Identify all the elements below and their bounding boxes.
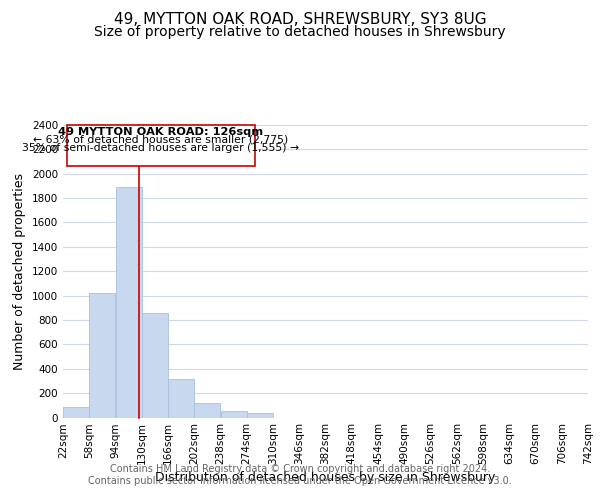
Bar bbox=[116, 187, 142, 418]
Y-axis label: Number of detached properties: Number of detached properties bbox=[13, 173, 26, 370]
Text: Contains public sector information licensed under the Open Government Licence v3: Contains public sector information licen… bbox=[88, 476, 512, 486]
Bar bbox=[194, 404, 220, 417]
Text: ← 63% of detached houses are smaller (2,775): ← 63% of detached houses are smaller (2,… bbox=[33, 134, 289, 145]
Text: 49 MYTTON OAK ROAD: 126sqm: 49 MYTTON OAK ROAD: 126sqm bbox=[58, 128, 263, 138]
Text: 49, MYTTON OAK ROAD, SHREWSBURY, SY3 8UG: 49, MYTTON OAK ROAD, SHREWSBURY, SY3 8UG bbox=[113, 12, 487, 28]
Bar bbox=[221, 412, 247, 418]
Bar bbox=[63, 406, 89, 418]
X-axis label: Distribution of detached houses by size in Shrewsbury: Distribution of detached houses by size … bbox=[155, 472, 496, 484]
Text: Size of property relative to detached houses in Shrewsbury: Size of property relative to detached ho… bbox=[94, 25, 506, 39]
Bar bbox=[142, 312, 168, 418]
Bar bbox=[247, 413, 273, 418]
Text: Contains HM Land Registry data © Crown copyright and database right 2024.: Contains HM Land Registry data © Crown c… bbox=[110, 464, 490, 474]
Text: 35% of semi-detached houses are larger (1,555) →: 35% of semi-detached houses are larger (… bbox=[22, 142, 299, 152]
Bar bbox=[89, 293, 115, 418]
Bar bbox=[168, 378, 194, 418]
FancyBboxPatch shape bbox=[67, 125, 255, 166]
